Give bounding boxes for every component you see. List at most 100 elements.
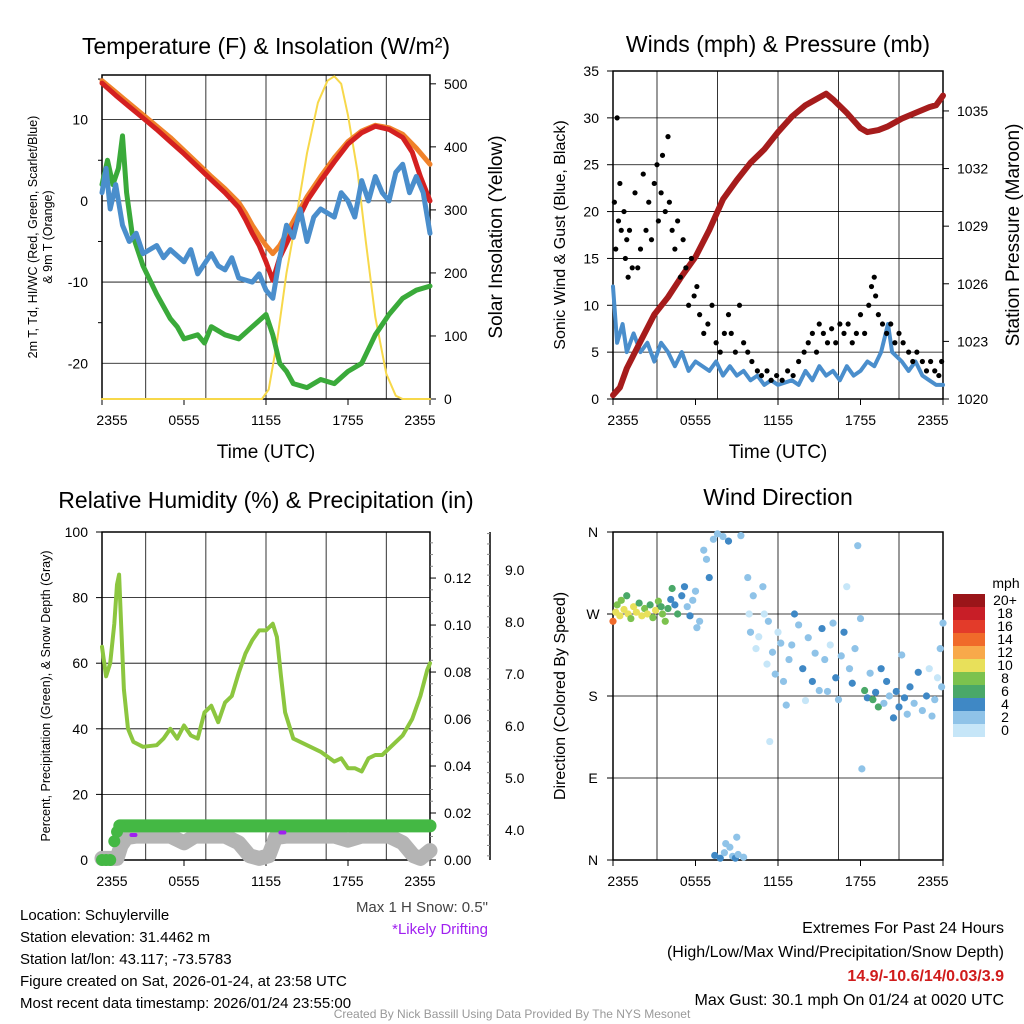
wind-direction-point	[840, 628, 848, 636]
x-tick-label: 0555	[680, 873, 711, 889]
y-axis-label: Direction (Colored By Speed)	[552, 592, 569, 800]
precip-tick-label: 0.00	[444, 852, 471, 868]
gust-point	[626, 227, 633, 233]
chart-title: Temperature (F) & Insolation (W/m²)	[82, 33, 450, 59]
wind-direction-point	[851, 645, 859, 653]
wind-direction-point	[716, 854, 724, 862]
x-tick-label: 0555	[680, 412, 711, 428]
chart-title: Wind Direction	[703, 484, 853, 510]
y-tick-label: -10	[68, 274, 88, 290]
gust-point	[635, 265, 641, 271]
legend-label: 18	[997, 605, 1013, 621]
wind-direction-point	[720, 849, 728, 857]
gust-point	[809, 330, 815, 336]
gust-point	[768, 377, 774, 383]
gust-point	[919, 358, 925, 365]
gust-point	[662, 208, 668, 215]
y2-tick-label: 1020	[957, 391, 988, 407]
gust-point	[611, 199, 617, 205]
wind-direction-point	[883, 677, 891, 686]
legend-label: 20+	[993, 592, 1017, 608]
wind-direction-point	[667, 595, 675, 604]
latlon-text: Station lat/lon: 43.117; -73.5783	[20, 951, 232, 968]
gust-point	[868, 283, 875, 290]
gust-point	[779, 377, 785, 383]
wind-direction-point	[843, 583, 851, 591]
wind-direction-point	[749, 592, 757, 600]
wind-direction-point	[866, 669, 874, 677]
chart-title: Winds (mph) & Pressure (mb)	[626, 31, 930, 57]
x-tick-label: 1755	[845, 412, 876, 428]
wind-direction-point	[900, 694, 909, 702]
wind-direction-point	[686, 612, 694, 620]
gust-point	[713, 340, 719, 346]
gust-point	[717, 349, 723, 355]
gust-point	[837, 321, 843, 327]
x-tick-label: 1155	[763, 873, 793, 889]
gust-point	[624, 237, 630, 243]
y2-tick-label: 1029	[957, 218, 988, 234]
gust-point	[709, 302, 715, 308]
wind-direction-point	[630, 603, 638, 611]
legend-swatch	[953, 724, 985, 737]
wind-direction-point	[779, 677, 788, 686]
legend-swatch	[953, 620, 985, 633]
y-axis-label: Percent, Precipitation (Green), & Snow D…	[39, 550, 53, 841]
snow-tick-label: 7.0	[505, 666, 525, 682]
gust-point	[816, 321, 822, 327]
temp-2m-line	[99, 80, 433, 283]
wind-direction-point	[724, 537, 733, 545]
gust-point	[745, 349, 751, 355]
gust-point	[841, 330, 847, 336]
wind-direction-point	[668, 584, 676, 593]
wind-direction-point	[617, 596, 625, 604]
gust-point	[879, 321, 886, 327]
wind-direction-point	[680, 583, 689, 591]
wind-direction-point	[804, 634, 812, 642]
wind-direction-point	[711, 851, 719, 860]
gust-point	[741, 340, 747, 346]
wind-direction-point	[616, 612, 624, 620]
wind-direction-point	[689, 596, 697, 604]
gust-point	[932, 368, 938, 374]
wind-direction-point	[649, 614, 657, 622]
wind-direction-point	[861, 686, 869, 695]
y-axis-label: Sonic Wind & Gust (Blue, Black)	[552, 120, 569, 349]
wind-direction-point	[939, 619, 947, 627]
pressure-line	[610, 90, 946, 399]
x-tick-label: 2355	[607, 412, 638, 428]
wind-direction-point	[740, 853, 748, 861]
precip-tick-label: 0.04	[444, 758, 471, 774]
wind-direction-point	[609, 617, 617, 625]
gust-point	[677, 274, 683, 280]
gust-point	[923, 368, 930, 374]
gust-point	[790, 372, 796, 379]
wind-direction-point	[858, 765, 866, 773]
y-tick-label: -20	[68, 355, 88, 371]
gust-point	[875, 312, 881, 318]
wind-direction-point	[613, 601, 621, 609]
gust-point	[721, 330, 727, 336]
x-tick-label: 0555	[168, 873, 199, 889]
wind-direction-point	[678, 592, 686, 600]
x-tick-label: 2355	[404, 412, 435, 428]
gust-point	[914, 349, 920, 355]
max-gust-text: Max Gust: 30.1 mph On 01/24 at 0020 UTC	[694, 992, 1005, 1009]
y2-tick-label: 1023	[957, 333, 988, 349]
wind-direction-point	[700, 546, 708, 554]
y2-tick-label: 400	[444, 139, 468, 155]
gust-point	[688, 255, 694, 262]
wind-direction-point	[658, 610, 667, 618]
wind-direction-point	[632, 608, 640, 616]
snow-tick-label: 8.0	[505, 614, 525, 630]
legend-swatch	[953, 685, 985, 698]
x-tick-label: 1755	[845, 873, 876, 889]
y-axis-label: 2m T, Td, HI/WC (Red, Green, Scarlet/Blu…	[26, 116, 40, 359]
precip-point	[104, 854, 117, 866]
wind-direction-point	[933, 674, 942, 682]
wind-direction-point	[774, 628, 782, 636]
legend-swatch	[953, 633, 985, 646]
wind-direction-point	[760, 610, 768, 618]
wind-direction-point	[766, 737, 774, 746]
y-tick-label: 0	[591, 391, 599, 407]
